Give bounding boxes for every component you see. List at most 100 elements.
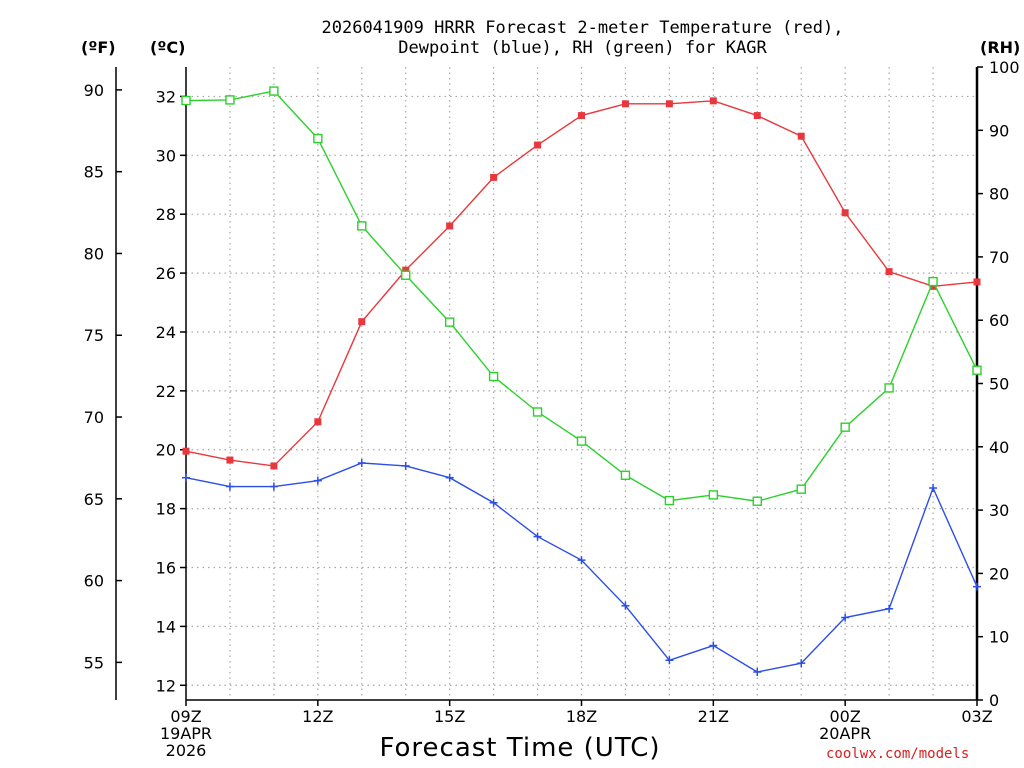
temperature-point <box>621 100 629 108</box>
dewpoint-point <box>753 668 762 677</box>
temperature-point <box>973 278 981 286</box>
fahrenheit-tick-label: 65 <box>84 490 104 509</box>
temperature-point <box>753 112 761 120</box>
celsius-tick-label: 32 <box>156 87 176 106</box>
chart-title-line-2: Dewpoint (blue), RH (green) for KAGR <box>398 38 767 58</box>
x-tick-label: 03Z <box>961 707 992 726</box>
temperature-point <box>270 462 278 470</box>
fahrenheit-tick-label: 80 <box>84 244 104 263</box>
temperature-point <box>534 141 542 149</box>
rh-tick-label: 90 <box>989 121 1009 140</box>
source-credit: coolwx.com/models <box>826 746 970 762</box>
celsius-tick-label: 26 <box>156 264 176 283</box>
rh-point <box>928 276 938 287</box>
dewpoint-point <box>973 582 981 591</box>
x-tick-label: 09Z <box>170 707 201 726</box>
rh-point <box>708 490 719 500</box>
dewpoint-point <box>665 656 674 665</box>
rh-tick-label: 10 <box>989 628 1009 647</box>
fahrenheit-tick-label: 70 <box>84 408 104 427</box>
temperature-point <box>226 456 234 464</box>
dewpoint-point <box>621 601 630 610</box>
dewpoint-point <box>401 461 410 470</box>
temperature-point <box>490 173 498 181</box>
temperature-point <box>885 268 893 276</box>
temperature-point <box>797 132 805 140</box>
rh-point <box>357 221 367 231</box>
temperature-point <box>665 100 673 108</box>
rh-point <box>313 133 323 144</box>
dewpoint-point <box>709 641 718 650</box>
fahrenheit-tick-label: 85 <box>84 163 104 182</box>
dewpoint-point <box>182 473 190 482</box>
rh-tick-label: 100 <box>989 58 1020 77</box>
celsius-unit-label: (ºC) <box>150 38 186 57</box>
chart-title-line-1: 2026041909 HRRR Forecast 2-meter Tempera… <box>321 18 844 38</box>
rh-point <box>532 407 543 417</box>
fahrenheit-tick-label: 90 <box>84 81 104 100</box>
rh-point <box>972 365 982 375</box>
rh-unit-label: (RH) <box>980 38 1021 57</box>
celsius-tick-label: 18 <box>156 500 176 519</box>
celsius-tick-label: 22 <box>156 382 176 401</box>
rh-point <box>620 470 631 480</box>
rh-point <box>488 371 499 382</box>
dewpoint-point <box>313 476 322 485</box>
x-tick-label: 00Z <box>830 707 861 726</box>
temperature-point <box>314 418 322 426</box>
rh-tick-label: 60 <box>989 311 1009 330</box>
rh-tick-label: 40 <box>989 438 1009 457</box>
x-tick-label: 2026 <box>166 741 207 760</box>
rh-tick-label: 50 <box>989 375 1009 394</box>
dewpoint-point <box>225 482 234 491</box>
celsius-tick-label: 20 <box>156 441 176 460</box>
celsius-tick-label: 24 <box>156 323 176 342</box>
rh-point <box>884 383 894 393</box>
rh-tick-label: 80 <box>989 185 1009 204</box>
celsius-tick-label: 30 <box>156 146 176 165</box>
rh-point <box>225 95 235 105</box>
rh-point <box>796 484 806 494</box>
dewpoint-point <box>445 473 454 482</box>
rh-point <box>401 270 411 280</box>
dewpoint-point <box>577 556 586 565</box>
x-tick-label: 18Z <box>566 707 597 726</box>
x-axis-title: Forecast Time (UTC) <box>379 733 661 763</box>
rh-point <box>444 317 455 327</box>
rh-point <box>576 436 587 446</box>
dewpoint-point <box>841 613 850 622</box>
temperature-point <box>446 222 454 230</box>
rh-point <box>840 422 850 432</box>
temperature-point <box>841 209 849 217</box>
dewpoint-point <box>533 532 542 541</box>
rh-tick-label: 30 <box>989 501 1009 520</box>
temperature-point <box>358 318 366 326</box>
fahrenheit-tick-label: 75 <box>84 326 104 345</box>
celsius-tick-label: 12 <box>156 676 176 695</box>
celsius-tick-label: 16 <box>156 559 176 578</box>
temperature-point <box>709 97 717 105</box>
fahrenheit-tick-label: 55 <box>84 653 104 672</box>
rh-tick-label: 70 <box>989 248 1009 267</box>
dewpoint-point <box>489 498 498 507</box>
x-tick-label: 21Z <box>698 707 729 726</box>
rh-point <box>181 95 191 106</box>
fahrenheit-tick-label: 60 <box>84 572 104 591</box>
rh-point <box>664 495 675 506</box>
x-tick-label: 19APR <box>160 724 212 743</box>
x-tick-label: 12Z <box>302 707 333 726</box>
dewpoint-point <box>797 659 806 668</box>
rh-point <box>269 86 279 96</box>
celsius-tick-label: 14 <box>156 617 176 636</box>
temperature-point <box>929 282 937 290</box>
rh-point <box>752 496 762 506</box>
dewpoint-point <box>929 484 938 493</box>
celsius-tick-label: 28 <box>156 205 176 224</box>
x-tick-label: 15Z <box>434 707 465 726</box>
dewpoint-point <box>269 482 278 491</box>
fahrenheit-unit-label: (ºF) <box>81 38 116 57</box>
x-tick-label: 20APR <box>819 724 871 743</box>
rh-tick-label: 20 <box>989 564 1009 583</box>
dewpoint-point <box>357 458 366 467</box>
